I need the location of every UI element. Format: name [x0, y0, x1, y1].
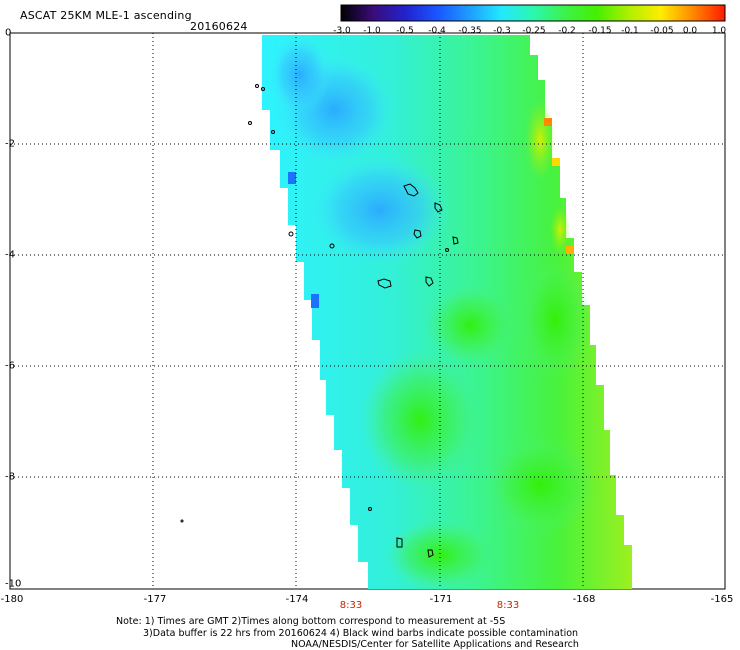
max-value-cell [552, 158, 560, 166]
lat-label: 0 [5, 27, 12, 39]
high-value-region [425, 285, 515, 365]
lon-label: -174 [285, 594, 309, 605]
note-line-2: 3)Data buffer is 22 hrs from 20160624 4)… [143, 628, 579, 639]
colorbar-label: -0.05 [650, 26, 674, 36]
note-line-1: Note: 1) Times are GMT 2)Times along bot… [116, 616, 506, 627]
lat-label: -8 [5, 471, 15, 483]
lon-label: -168 [572, 594, 596, 605]
colorbar-label: -0.4 [428, 26, 446, 36]
island [445, 248, 449, 252]
max-value-cell [544, 118, 552, 126]
lat-label: -2 [5, 138, 15, 150]
high-value-region [360, 350, 480, 490]
island [377, 278, 392, 289]
swath-layer [262, 35, 632, 589]
high-value-region [385, 520, 495, 589]
colorbar-label: -1.0 [363, 26, 381, 36]
colorbar-label: -0.15 [588, 26, 612, 36]
colorbar-label: -0.1 [621, 26, 639, 36]
island [427, 549, 434, 558]
lon-label: -180 [0, 594, 24, 605]
colorbar-label: -0.5 [396, 26, 414, 36]
swath-time-label: 8:33 [496, 600, 520, 611]
high-value-region [520, 260, 590, 380]
low-value-region [270, 35, 330, 115]
colorbar [341, 5, 725, 21]
colorbar-label: -0.2 [558, 26, 576, 36]
swath-time-label: 8:33 [339, 600, 363, 611]
colorbar-label: -0.3 [493, 26, 511, 36]
high-value-region [485, 435, 595, 535]
island [413, 229, 422, 239]
island [248, 121, 252, 125]
lat-label: -10 [5, 578, 22, 590]
low-value-region [310, 155, 450, 265]
colorbar-gradient [341, 5, 725, 21]
note-line-3: NOAA/NESDIS/Center for Satellite Applica… [291, 639, 579, 650]
map-frame [9, 32, 726, 590]
lat-label: -6 [5, 360, 15, 372]
island [288, 231, 294, 237]
island-outlines [180, 84, 459, 558]
lon-label: -177 [143, 594, 167, 605]
colorbar-label: 1.0 [711, 26, 727, 36]
island [271, 130, 275, 134]
high-value-region [525, 100, 555, 180]
island [434, 202, 443, 213]
lon-label: -171 [429, 594, 453, 605]
island [180, 519, 184, 523]
product-date: 20160624 [190, 20, 248, 33]
island [403, 183, 419, 197]
colorbar-frame [340, 4, 726, 22]
graticule [10, 33, 725, 589]
colorbar-label: 0.0 [682, 26, 698, 36]
island [255, 84, 259, 88]
colorbar-label: -0.25 [522, 26, 546, 36]
island [261, 87, 265, 91]
product-title: ASCAT 25KM MLE-1 ascending [20, 9, 192, 22]
high-value-region [550, 205, 570, 255]
colorbar-label: -3.0 [333, 26, 351, 36]
island [368, 507, 372, 511]
island [425, 276, 434, 287]
low-value-cell [288, 172, 296, 184]
max-value-cell [566, 246, 574, 254]
lat-label: -4 [5, 249, 15, 261]
island [329, 243, 335, 249]
low-value-cell [311, 294, 319, 308]
lon-label: -165 [710, 594, 734, 605]
island [396, 537, 403, 548]
colorbar-label: -0.35 [458, 26, 482, 36]
island [452, 236, 459, 245]
